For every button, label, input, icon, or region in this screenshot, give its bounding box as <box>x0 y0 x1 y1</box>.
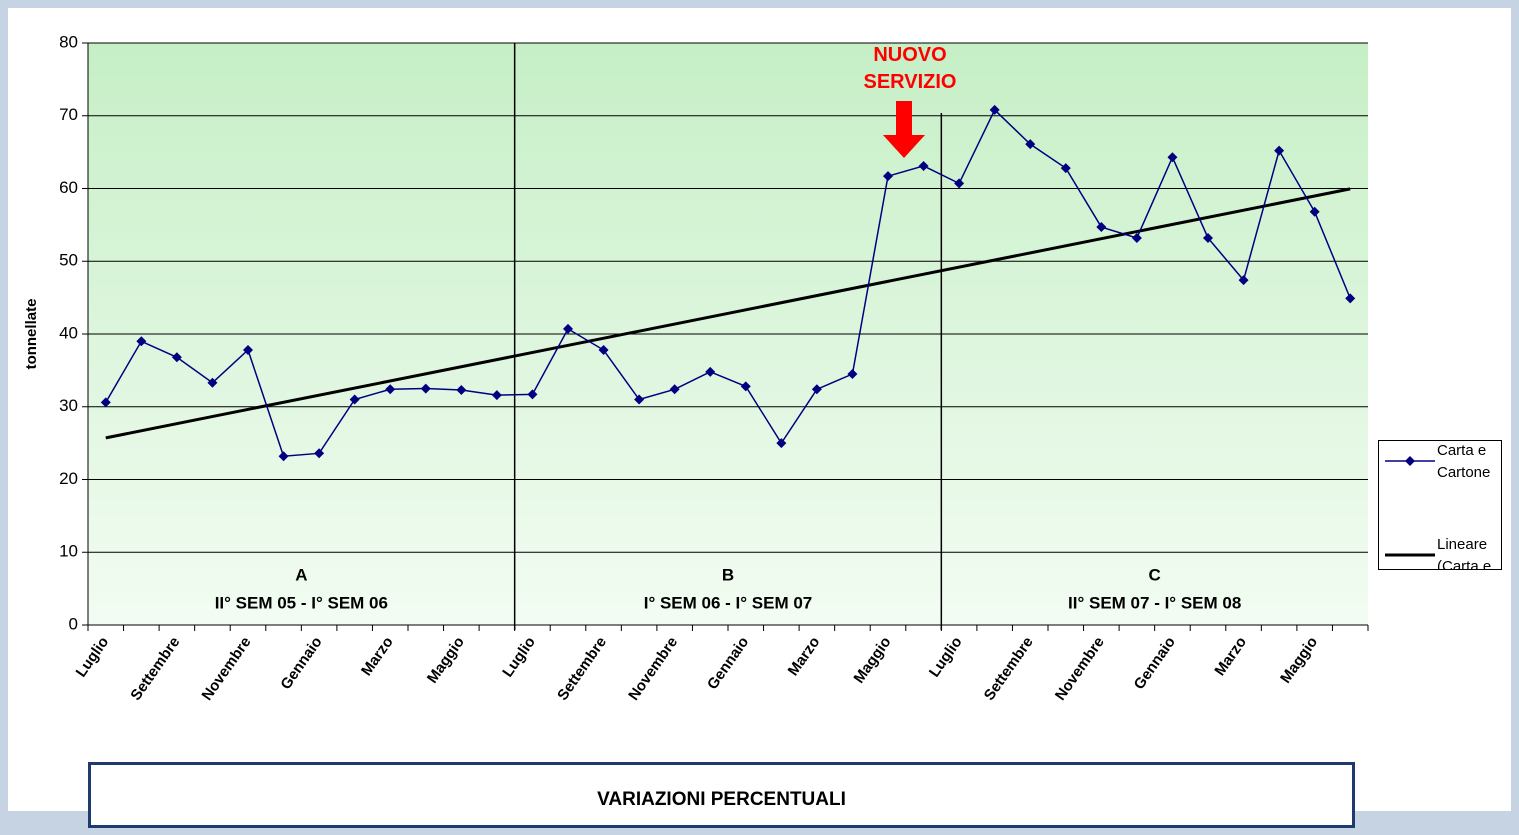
point <box>740 381 751 392</box>
point <box>385 384 396 395</box>
point <box>563 323 573 334</box>
point <box>171 352 182 363</box>
point <box>1203 232 1213 243</box>
point <box>705 366 716 377</box>
point <box>420 383 431 394</box>
point <box>1238 275 1249 286</box>
point <box>1096 222 1107 233</box>
legend-swatch <box>1385 456 1435 466</box>
point <box>1131 232 1142 243</box>
annotation-arrow <box>883 101 925 158</box>
point <box>1345 293 1356 304</box>
point <box>278 451 289 462</box>
y-tick-label: 60 <box>59 178 78 197</box>
point <box>918 160 929 171</box>
point <box>456 385 467 396</box>
legend-swatch <box>1385 553 1435 557</box>
point <box>1025 139 1036 150</box>
point <box>954 178 965 189</box>
point <box>527 389 538 400</box>
series-line <box>105 108 1351 458</box>
section-label: C <box>1149 565 1161 584</box>
point <box>598 345 609 356</box>
section-period: II° SEM 05 - I° SEM 06 <box>215 593 388 612</box>
point <box>1274 145 1285 156</box>
point <box>349 394 360 405</box>
y-tick-label: 10 <box>59 542 78 561</box>
point <box>491 390 502 401</box>
point <box>669 384 680 395</box>
point <box>883 171 893 182</box>
y-tick-label: 70 <box>59 105 78 124</box>
point <box>847 369 858 380</box>
page: tonnellate 0 10 20 30 40 50 60 70 80 Luglio Settem… <box>8 8 1511 828</box>
point <box>243 345 253 356</box>
y-tick-label: 0 <box>69 614 78 633</box>
point <box>1167 152 1178 163</box>
legend-label: Lineare (Carta e Cartone) <box>1437 536 1492 570</box>
y-tick-label: 80 <box>59 32 78 51</box>
section-period: I° SEM 06 - I° SEM 07 <box>644 593 813 612</box>
point <box>776 438 787 449</box>
point <box>136 336 147 347</box>
y-tick-label: 30 <box>59 396 78 415</box>
point <box>989 104 1000 115</box>
y-tick-label: 50 <box>59 251 78 270</box>
point <box>314 448 325 459</box>
trendline <box>105 187 1351 440</box>
y-tick-label: 40 <box>59 323 78 342</box>
point <box>100 397 111 408</box>
y-tick-label: 20 <box>59 469 78 488</box>
section-label: A <box>295 565 307 584</box>
point <box>811 384 822 395</box>
section-period: II° SEM 07 - I° SEM 08 <box>1068 593 1241 612</box>
section-label: B <box>722 565 734 584</box>
legend-marker <box>1405 456 1415 466</box>
y-axis-label: tonnellate <box>23 299 40 370</box>
point <box>634 394 645 405</box>
legend: Carta e Cartone Lineare (Carta e Cartone) <box>1378 440 1502 570</box>
point <box>207 377 218 388</box>
footer-box: VARIAZIONI PERCENTUALI <box>88 762 1355 828</box>
legend-label: Carta e Cartone <box>1437 442 1491 481</box>
point <box>1060 163 1071 174</box>
annotation: NUOVO SERVIZIO <box>863 44 957 93</box>
point <box>1309 206 1320 217</box>
